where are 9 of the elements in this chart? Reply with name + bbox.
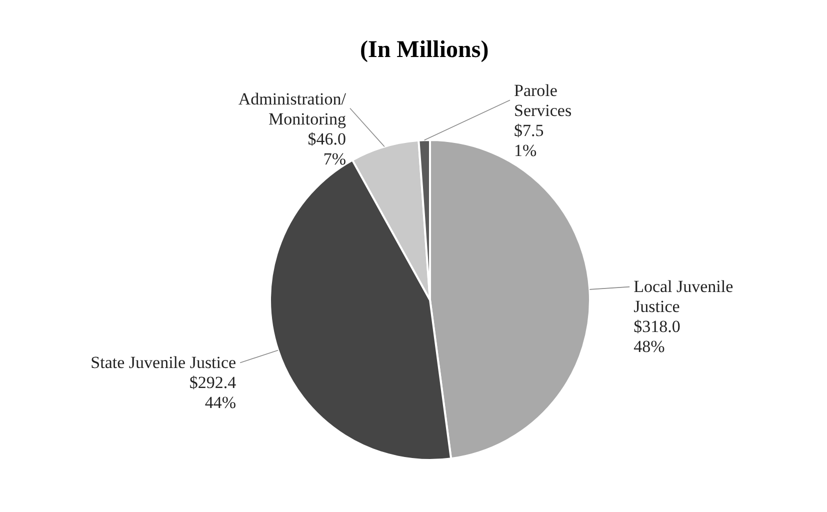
slice-label: Local Juvenile Justice — [634, 276, 734, 316]
chart-title: (In Millions) — [360, 37, 489, 63]
data-label: $318.0 48% — [634, 316, 680, 356]
data-label: $292.4 44% — [189, 372, 237, 412]
slice-label: Parole Services — [514, 81, 572, 120]
data-label: $7.5 1% — [514, 121, 544, 160]
slice-label: State Juvenile Justice — [90, 352, 236, 372]
slice-label: Administration/ Monitoring — [238, 89, 346, 128]
data-label: $46.0 7% — [308, 129, 346, 168]
